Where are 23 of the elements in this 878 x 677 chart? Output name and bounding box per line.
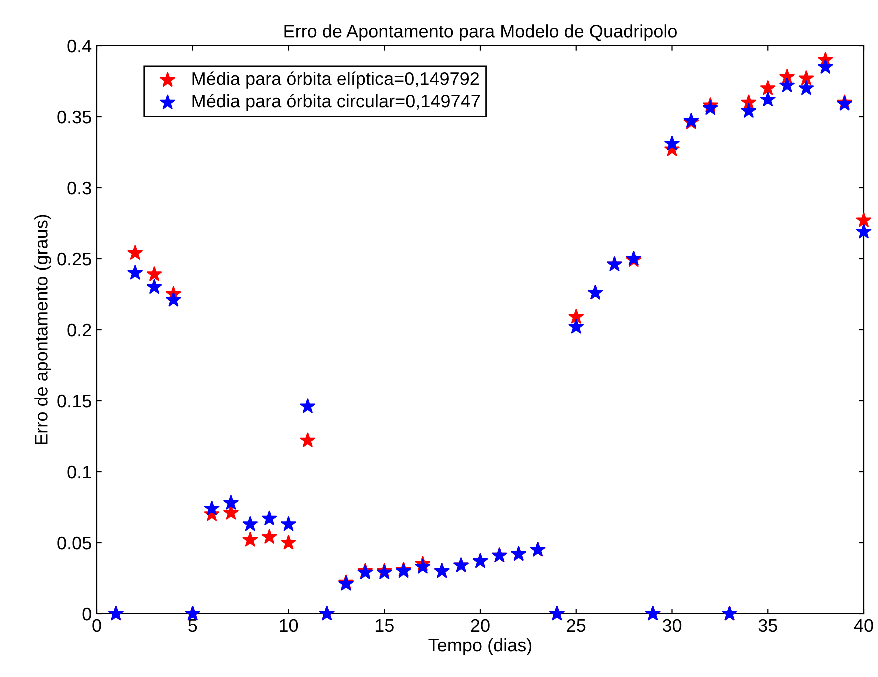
- y-tick-label: 0.15: [58, 394, 92, 408]
- y-tick-label: 0.25: [58, 252, 92, 266]
- x-tick-label: 35: [758, 619, 778, 632]
- y-tick-label: 0.35: [58, 110, 92, 124]
- x-tick-label: 25: [567, 619, 586, 632]
- y-tick-label: 0.2: [68, 324, 92, 337]
- y-tick-label: 0.1: [68, 466, 92, 479]
- y-tick-label: 0.3: [68, 182, 92, 195]
- x-tick-label: 30: [662, 619, 682, 632]
- x-tick-label: 5: [188, 620, 198, 632]
- legend-label: Média para órbita circular=0,149747: [192, 94, 480, 112]
- y-tick-label: 0.05: [58, 536, 92, 550]
- y-tick-label: 0.4: [68, 40, 92, 53]
- x-tick-label: 15: [376, 620, 394, 632]
- y-axis-title: Erro de apontamento (graus): [34, 215, 52, 444]
- y-tick-label: 0: [82, 608, 92, 621]
- x-tick-label: 0: [92, 619, 102, 632]
- x-tick-label: 40: [854, 619, 874, 632]
- legend-label: Média para órbita elíptica=0,149792: [192, 72, 480, 89]
- chart-title: Erro de Apontamento para Modelo de Quadripolo: [284, 24, 677, 42]
- x-tick-label: 20: [471, 619, 490, 632]
- x-tick-label: 10: [280, 619, 298, 632]
- x-axis-title: Tempo (dias): [428, 638, 532, 656]
